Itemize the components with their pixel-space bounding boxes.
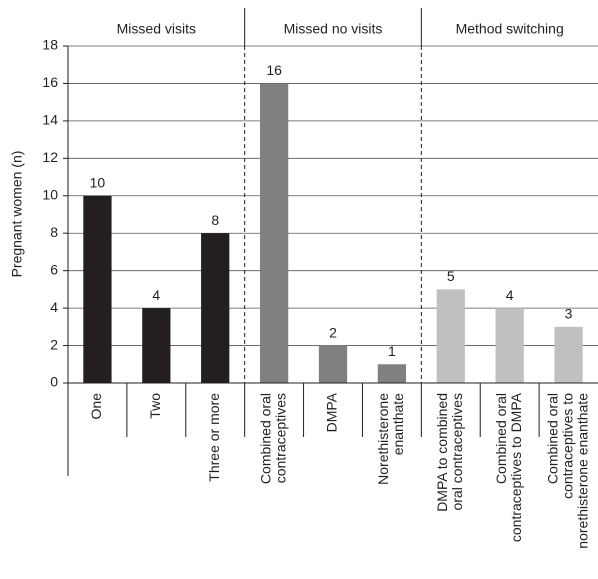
value-label: 16 (266, 62, 282, 78)
x-tick-label: Combined oral (493, 393, 509, 484)
y-tick-label: 18 (42, 37, 58, 53)
value-label: 2 (329, 324, 337, 340)
x-tick-label: enanthate (390, 393, 406, 455)
value-label: 10 (90, 174, 106, 190)
bar (259, 83, 289, 383)
y-tick-label: 2 (50, 336, 58, 352)
x-tick-label: Two (147, 393, 163, 419)
y-tick-label: 4 (50, 299, 58, 315)
x-tick-label: contraceptives to (559, 393, 575, 499)
x-tick-label: Combined oral (257, 393, 273, 484)
group-label: Missed visits (117, 21, 196, 37)
y-tick-label: 0 (50, 374, 58, 390)
bar (554, 326, 583, 383)
y-tick-label: 8 (50, 224, 58, 240)
bar (436, 289, 465, 383)
x-tick-label: contraceptives (272, 393, 288, 483)
bar (318, 345, 348, 383)
bar (83, 195, 112, 383)
x-tick-label: norethisterone enanthate (574, 393, 590, 549)
group-label: Method switching (456, 21, 564, 37)
y-tick-label: 14 (42, 112, 58, 128)
y-tick-label: 6 (50, 261, 58, 277)
y-axis-label: Pregnant women (n) (9, 151, 25, 278)
x-tick-label: oral contraceptives (449, 393, 465, 511)
x-tick-label: One (88, 393, 104, 420)
bar (495, 308, 524, 383)
value-label: 3 (565, 306, 573, 322)
bar (142, 308, 171, 383)
value-label: 4 (506, 287, 514, 303)
value-label: 1 (388, 343, 396, 359)
y-tick-label: 16 (42, 74, 58, 90)
group-label: Missed no visits (284, 21, 383, 37)
y-tick-label: 10 (42, 186, 58, 202)
x-tick-label: Combined oral (544, 393, 560, 484)
value-label: 4 (152, 287, 160, 303)
x-tick-label: Three or more (206, 393, 222, 482)
y-tick-label: 12 (42, 149, 58, 165)
x-tick-label: DMPA (324, 392, 340, 432)
bar (377, 364, 407, 383)
x-tick-label: contraceptives to DMPA (508, 392, 524, 542)
x-tick-label: DMPA to combined (434, 393, 450, 512)
x-tick-label: Norethisterone (375, 393, 391, 485)
bar (201, 233, 230, 383)
value-label: 8 (211, 212, 219, 228)
value-label: 5 (447, 268, 455, 284)
